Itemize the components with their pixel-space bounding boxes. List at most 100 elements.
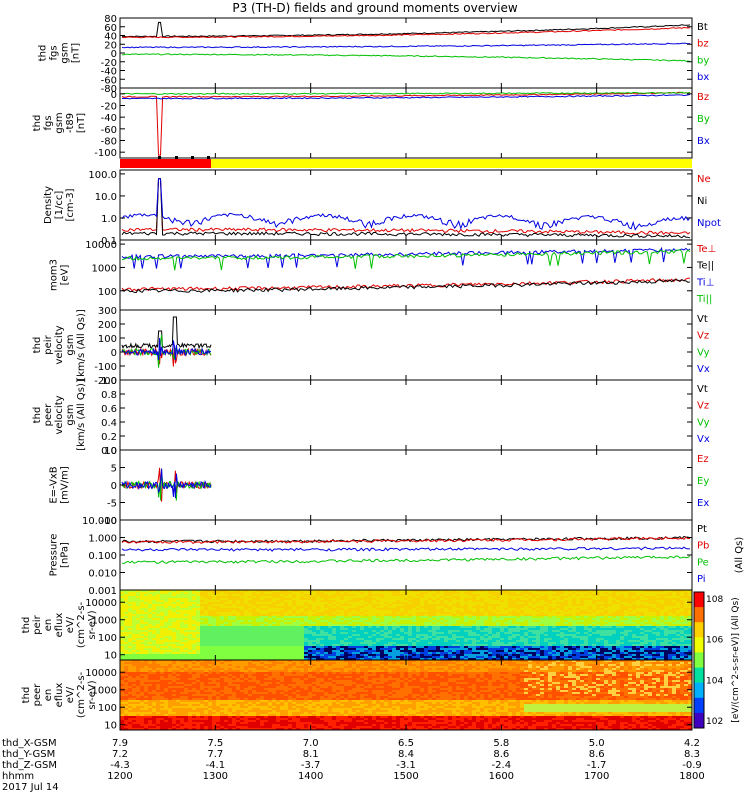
- heatmap-cell: [304, 594, 309, 597]
- heatmap-cell: [656, 634, 661, 637]
- heatmap-cell: [460, 644, 465, 647]
- heatmap-cell: [252, 642, 257, 645]
- heatmap-cell: [244, 646, 249, 649]
- heatmap-cell: [176, 610, 181, 613]
- heatmap-cell: [564, 616, 569, 619]
- heatmap-cell: [560, 654, 565, 657]
- heatmap-cell: [452, 598, 457, 601]
- heatmap-cell: [192, 638, 197, 641]
- heatmap-cell: [552, 590, 557, 593]
- heatmap-cell: [184, 618, 189, 621]
- heatmap-cell: [452, 608, 457, 611]
- heatmap-cell: [644, 658, 649, 661]
- heatmap-cell: [532, 654, 537, 657]
- heatmap-cell: [500, 638, 505, 641]
- heatmap-cell: [436, 590, 441, 593]
- heatmap-cell: [528, 620, 533, 623]
- heatmap-cell: [624, 620, 629, 623]
- heatmap-cell: [600, 640, 605, 643]
- heatmap-cell: [132, 592, 137, 595]
- heatmap-cell: [600, 610, 605, 613]
- heatmap-cell: [288, 606, 293, 609]
- heatmap-cell: [164, 624, 169, 627]
- heatmap-cell: [448, 602, 453, 605]
- heatmap-cell: [352, 592, 357, 595]
- heatmap-cell: [560, 606, 565, 609]
- heatmap-cell: [644, 596, 649, 599]
- heatmap-cell: [656, 592, 661, 595]
- heatmap-cell: [132, 622, 137, 625]
- heatmap-cell: [572, 614, 577, 617]
- heatmap-cell: [396, 648, 401, 651]
- heatmap-cell: [532, 642, 537, 645]
- heatmap-cell: [536, 638, 541, 641]
- heatmap-cell: [196, 614, 201, 617]
- heatmap-cell: [328, 604, 333, 607]
- heatmap-cell: [176, 614, 181, 617]
- heatmap-cell: [156, 626, 161, 629]
- heatmap-cell: [220, 614, 225, 617]
- heatmap-cell: [648, 640, 653, 643]
- heatmap-cell: [308, 646, 313, 649]
- heatmap-cell: [400, 646, 405, 649]
- heatmap-cell: [428, 616, 433, 619]
- heatmap-cell: [604, 622, 609, 625]
- heatmap-cell: [296, 614, 301, 617]
- heatmap-cell: [596, 596, 601, 599]
- heatmap-cell: [560, 650, 565, 653]
- heatmap-cell: [324, 620, 329, 623]
- heatmap-cell: [320, 650, 325, 653]
- heatmap-cell: [404, 596, 409, 599]
- y-tick-label: 0: [111, 481, 117, 492]
- heatmap-cell: [440, 632, 445, 635]
- heatmap-cell: [620, 614, 625, 617]
- heatmap-cell: [608, 610, 613, 613]
- heatmap-cell: [296, 610, 301, 613]
- heatmap-cell: [552, 638, 557, 641]
- heatmap-cell: [564, 646, 569, 649]
- heatmap-cell: [640, 622, 645, 625]
- heatmap-cell: [372, 612, 377, 615]
- heatmap-cell: [248, 648, 253, 651]
- heatmap-cell: [304, 634, 309, 637]
- heatmap-cell: [624, 622, 629, 625]
- heatmap-cell: [656, 638, 661, 641]
- heatmap-cell: [392, 618, 397, 621]
- heatmap-cell: [188, 600, 193, 603]
- heatmap-cell: [152, 624, 157, 627]
- heatmap-cell: [340, 644, 345, 647]
- heatmap-cell: [172, 622, 177, 625]
- heatmap-cell: [248, 634, 253, 637]
- heatmap-cell: [308, 656, 313, 659]
- heatmap-cell: [384, 608, 389, 611]
- heatmap-cell: [596, 658, 601, 661]
- heatmap-cell: [596, 618, 601, 621]
- heatmap-cell: [652, 658, 657, 661]
- heatmap-cell: [428, 654, 433, 657]
- heatmap-cell: [432, 652, 437, 655]
- heatmap-cell: [644, 646, 649, 649]
- heatmap-cell: [412, 614, 417, 617]
- heatmap-cell: [252, 650, 257, 653]
- heatmap-cell: [460, 594, 465, 597]
- legend-entry-Ti||: Ti||: [696, 294, 712, 305]
- heatmap-cell: [468, 634, 473, 637]
- heatmap-cell: [616, 642, 621, 645]
- heatmap-cell: [400, 626, 405, 629]
- heatmap-cell: [452, 648, 457, 651]
- heatmap-cell: [260, 636, 265, 639]
- heatmap-cell: [612, 612, 617, 615]
- heatmap-cell: [500, 654, 505, 657]
- heatmap-cell: [220, 620, 225, 623]
- heatmap-cell: [600, 598, 605, 601]
- heatmap-cell: [160, 602, 165, 605]
- y-tick-label: 10: [104, 446, 117, 457]
- heatmap-cell: [524, 636, 529, 639]
- heatmap-cell: [228, 654, 233, 657]
- heatmap-cell: [372, 604, 377, 607]
- heatmap-cell: [336, 622, 341, 625]
- heatmap-cell: [660, 652, 665, 655]
- heatmap-cell: [196, 626, 201, 629]
- heatmap-cell: [124, 632, 129, 635]
- heatmap-cell: [380, 630, 385, 633]
